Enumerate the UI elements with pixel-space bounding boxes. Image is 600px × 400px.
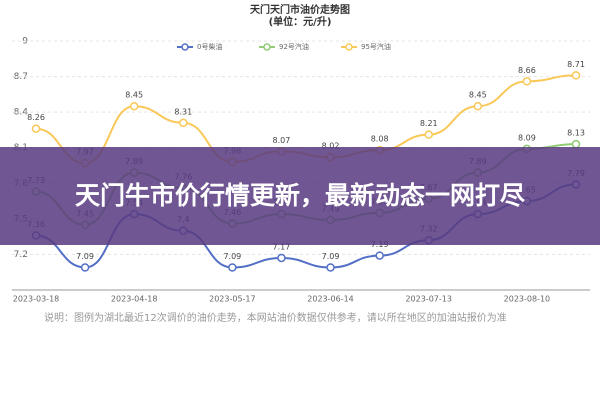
x-tick-label: 2023-06-14 bbox=[307, 295, 354, 304]
data-label: 8.45 bbox=[125, 91, 143, 100]
x-tick-label: 2023-03-18 bbox=[13, 295, 60, 304]
data-point bbox=[473, 101, 483, 111]
data-label: 8.66 bbox=[518, 66, 536, 75]
data-label: 8.26 bbox=[27, 113, 45, 122]
data-label: 7.09 bbox=[76, 252, 94, 261]
note: 说明：图例为湖北最近12次调价的油价走势，本网站油价数据仅供参考，请以所在地区的… bbox=[44, 313, 507, 324]
legend-marker bbox=[345, 43, 353, 51]
data-point bbox=[179, 118, 188, 128]
data-label: 8.09 bbox=[518, 133, 536, 142]
data-point bbox=[31, 124, 41, 133]
data-point bbox=[277, 253, 286, 263]
data-label: 7.17 bbox=[273, 242, 291, 251]
banner-title: 天门牛市价行情更新，最新动态一网打尽 bbox=[74, 181, 525, 210]
legend-label: 95号汽油 bbox=[361, 42, 391, 51]
x-tick-label: 2023-08-10 bbox=[504, 295, 551, 304]
y-tick-label: 7.2 bbox=[14, 250, 28, 260]
data-point bbox=[129, 101, 139, 111]
data-label: 8.31 bbox=[174, 107, 192, 116]
data-point bbox=[522, 77, 532, 86]
data-label: 8.13 bbox=[567, 129, 585, 138]
x-tick-label: 2023-05-17 bbox=[209, 295, 256, 304]
data-point bbox=[228, 263, 237, 272]
data-label: 8.02 bbox=[322, 142, 340, 151]
data-point bbox=[326, 263, 335, 272]
legend-label: 0号柴油 bbox=[197, 42, 222, 51]
data-label: 8.07 bbox=[273, 136, 291, 145]
legend-label: 92号汽油 bbox=[279, 42, 309, 51]
x-tick-label: 2023-07-13 bbox=[405, 295, 452, 304]
data-point bbox=[571, 71, 581, 80]
data-point bbox=[80, 263, 90, 272]
data-label: 8.71 bbox=[567, 60, 585, 69]
legend-marker bbox=[263, 43, 271, 51]
data-point bbox=[375, 251, 384, 260]
data-point bbox=[424, 130, 433, 139]
banner: 天门牛市价行情更新，最新动态一网打尽 bbox=[0, 147, 600, 245]
data-label: 8.45 bbox=[469, 91, 487, 100]
x-tick-label: 2023-04-18 bbox=[111, 295, 158, 304]
data-label: 8.21 bbox=[420, 119, 438, 128]
data-label: 8.08 bbox=[371, 135, 389, 144]
chart-title: 天门天门市油价走势图 bbox=[250, 3, 350, 16]
chart-subtitle: (单位：元/升) bbox=[269, 15, 332, 28]
data-label: 7.09 bbox=[322, 252, 340, 261]
legend-marker bbox=[181, 43, 189, 51]
data-label: 7.09 bbox=[223, 252, 241, 261]
